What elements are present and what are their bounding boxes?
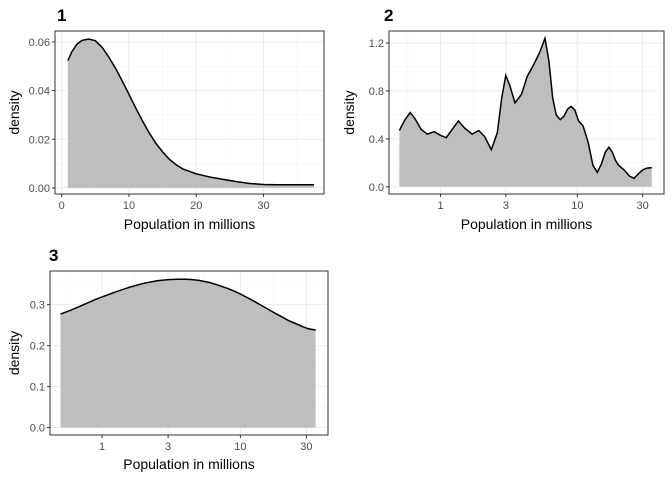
panel-3-x-tick-label: 10 (234, 441, 246, 453)
panel-1-y-axis-title: density (6, 90, 22, 134)
panel-2-x-tick-label: 1 (437, 200, 443, 212)
panel-1-data-marks (67, 38, 314, 188)
panel-1-title: 1 (57, 6, 66, 25)
panel-2-y-tick-label: 0.4 (369, 134, 384, 146)
panel-2-density-area (399, 38, 652, 187)
panel-1-y-ticks: 0.00 0.02 0.04 0.06 (29, 37, 55, 195)
panel-3-x-tick-label: 3 (165, 441, 171, 453)
panel-1-y-tick-label: 0.00 (29, 183, 50, 195)
panel-3-y-tick-label: 0.1 (30, 382, 45, 394)
panel-2: 2 0.0 0.4 0.8 1.2 1 3 10 30 Population in mill… (341, 6, 665, 232)
panel-2-x-tick-label: 30 (636, 200, 648, 212)
panel-3-y-tick-label: 0.0 (30, 423, 45, 435)
panel-3-x-tick-label: 1 (99, 441, 105, 453)
panel-3-x-ticks: 1 3 10 30 (99, 435, 313, 453)
panel-1: 1 0.00 0.02 0.04 0.06 0 10 20 30 Population in… (6, 6, 325, 232)
panel-1-y-tick-label: 0.04 (29, 86, 50, 98)
panel-1-density-line (67, 38, 314, 186)
panel-1-x-tick-label: 20 (190, 200, 202, 212)
panel-3-data-marks (60, 278, 316, 428)
panel-3-title: 3 (49, 246, 58, 265)
panel-2-x-axis-title: Population in millions (461, 216, 593, 232)
panel-2-frame (388, 30, 665, 195)
panel-3-frame (49, 270, 329, 436)
panel-3-density-line (60, 278, 316, 331)
panel-2-title: 2 (384, 6, 393, 25)
panel-1-x-tick-label: 10 (123, 200, 135, 212)
panel-3-y-ticks: 0.0 0.1 0.2 0.3 (30, 300, 50, 435)
panel-1-density-area (67, 39, 314, 188)
panel-2-y-axis-title: density (341, 90, 357, 134)
panel-2-x-tick-label: 10 (571, 200, 583, 212)
panel-3-density-area (60, 279, 316, 428)
panel-2-density-line (398, 35, 652, 180)
panel-3: 3 0.0 0.1 0.2 0.3 1 3 10 30 Population in mill… (6, 246, 329, 472)
panel-1-x-tick-label: 30 (257, 200, 269, 212)
panel-1-x-ticks: 0 10 20 30 (59, 194, 270, 212)
panel-3-x-tick-label: 30 (300, 441, 312, 453)
panel-2-y-tick-label: 0.8 (369, 86, 384, 98)
panel-3-y-tick-label: 0.3 (30, 300, 45, 312)
panel-1-y-tick-label: 0.06 (29, 37, 50, 49)
panel-1-x-tick-label: 0 (59, 200, 65, 212)
panel-2-data-marks (398, 35, 652, 187)
panel-2-y-tick-label: 0.0 (369, 182, 384, 194)
panel-1-y-tick-label: 0.02 (29, 134, 50, 146)
panel-1-x-axis-title: Population in millions (124, 216, 256, 232)
panel-2-x-ticks: 1 3 10 30 (437, 194, 649, 212)
panel-2-y-tick-label: 1.2 (369, 38, 384, 50)
panel-2-y-ticks: 0.0 0.4 0.8 1.2 (369, 38, 389, 194)
panel-3-x-axis-title: Population in millions (123, 456, 255, 472)
panel-3-y-tick-label: 0.2 (30, 341, 45, 353)
panel-2-x-tick-label: 3 (503, 200, 509, 212)
panel-3-y-axis-title: density (6, 331, 22, 375)
panel-1-frame (54, 30, 325, 195)
